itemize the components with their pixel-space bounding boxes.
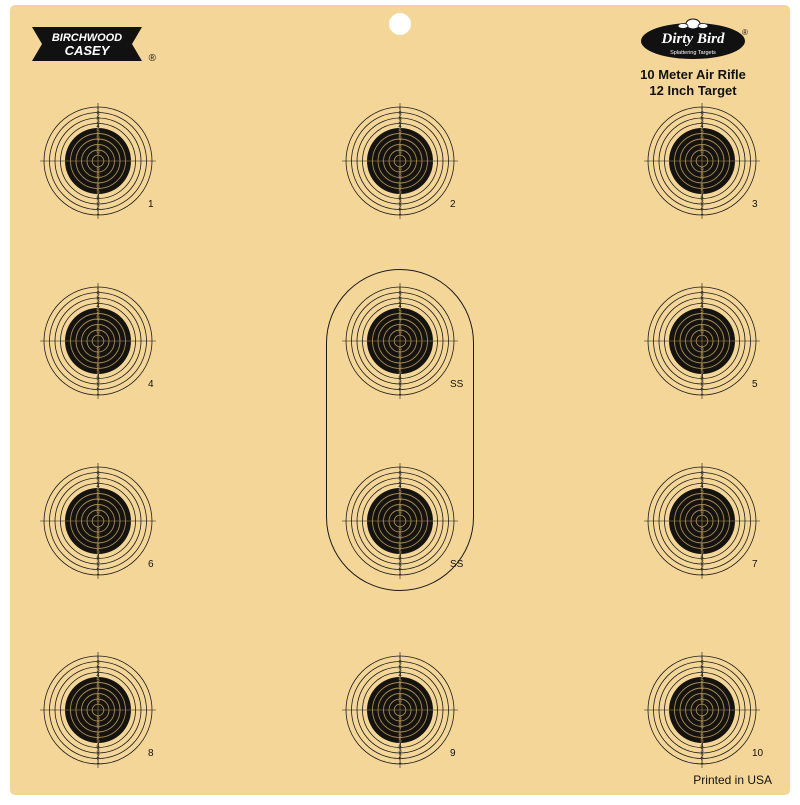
dirty-bird-mark: ® [742, 28, 748, 37]
target-label-1: 1 [148, 199, 154, 210]
title-line-2: 12 Inch Target [618, 83, 768, 99]
punch-hole [389, 13, 411, 35]
target-label-10: 10 [752, 748, 763, 759]
target-label-9: 9 [450, 748, 456, 759]
target-6: 1122334455667788996 [38, 461, 158, 581]
registered-mark: ® [149, 53, 156, 64]
target-label-2: 2 [450, 199, 456, 210]
dirty-bird-logo: Dirty Bird Splattering Targets ® [638, 17, 748, 63]
dirty-bird-sub: Splattering Targets [670, 50, 716, 56]
target-10: 11223344556677889910 [642, 650, 762, 770]
birchwood-casey-logo-svg: BIRCHWOOD CASEY [32, 27, 142, 61]
target-label-3: 3 [752, 199, 758, 210]
target-3: 1122334455667788993 [642, 101, 762, 221]
dirty-bird-header: Dirty Bird Splattering Targets ® 10 Mete… [618, 17, 768, 100]
target-sheet: BIRCHWOOD CASEY ® Dirty Bird Splattering… [10, 5, 790, 795]
printed-in-usa: Printed in USA [693, 773, 772, 787]
target-9: 1122334455667788999 [340, 650, 460, 770]
target-2: 1122334455667788992 [340, 101, 460, 221]
dirty-bird-text: Dirty Bird [661, 31, 725, 47]
title-line-1: 10 Meter Air Rifle [618, 67, 768, 83]
target-7: 1122334455667788997 [642, 461, 762, 581]
target-5: 1122334455667788995 [642, 281, 762, 401]
logo-line2: CASEY [65, 43, 111, 58]
target-label-6: 6 [148, 559, 154, 570]
target-label-5: 5 [752, 379, 758, 390]
target-label-4: 4 [148, 379, 154, 390]
target-label-ss2: SS [450, 559, 463, 570]
target-8: 1122334455667788998 [38, 650, 158, 770]
birchwood-casey-logo: BIRCHWOOD CASEY ® [32, 27, 142, 61]
target-label-8: 8 [148, 748, 154, 759]
target-ss1: 112233445566778899SS [340, 281, 460, 401]
target-1: 1122334455667788991 [38, 101, 158, 221]
target-label-ss1: SS [450, 379, 463, 390]
target-ss2: 112233445566778899SS [340, 461, 460, 581]
target-label-7: 7 [752, 559, 758, 570]
target-4: 1122334455667788994 [38, 281, 158, 401]
